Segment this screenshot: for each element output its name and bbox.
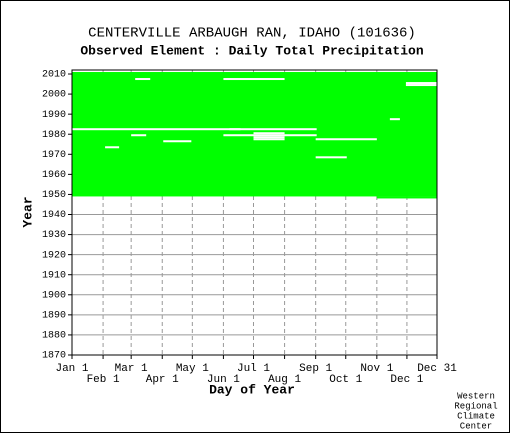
y-tick-label: 1890 [42, 310, 66, 321]
chart-subtitle: Observed Element : Daily Total Precipita… [80, 43, 423, 58]
x-tick-label: Oct 1 [329, 374, 362, 386]
y-axis-label: Year [20, 196, 35, 227]
data-gap [135, 78, 151, 81]
x-tick-label: Aug 1 [268, 374, 301, 386]
x-tick-label: Dec 1 [390, 374, 423, 386]
x-tick-label: Mar 1 [115, 363, 148, 375]
data-gap [131, 134, 147, 137]
data-gap [405, 84, 437, 87]
data-gap [253, 136, 285, 139]
data-gap [163, 140, 192, 143]
data-gap [315, 156, 347, 159]
plot-border [71, 69, 438, 356]
x-axis-label: Day of Year [209, 382, 295, 397]
x-tick-label: Apr 1 [146, 374, 179, 386]
data-gap [105, 146, 120, 149]
chart-title: CENTERVILLE ARBAUGH RAN, IDAHO (101636) [88, 26, 416, 42]
x-tick-label: Sep 1 [299, 363, 332, 375]
data-gap [253, 138, 285, 141]
data-gap [315, 138, 377, 141]
y-tick-label: 1910 [42, 270, 66, 281]
y-tick-label: 1940 [42, 210, 66, 221]
data-gap [72, 128, 317, 131]
y-tick-label: 2010 [42, 70, 66, 81]
x-tick-label: Nov 1 [360, 363, 393, 375]
x-tick-label: Jul 1 [237, 363, 270, 375]
footer-line: Climate [457, 411, 495, 421]
coverage-block [376, 196, 437, 199]
y-tick-label: 1950 [42, 190, 66, 201]
y-tick-label: 1980 [42, 130, 66, 141]
x-tick-label: Jan 1 [55, 363, 88, 375]
y-tick-label: 1960 [42, 170, 66, 181]
y-tick-label: 1990 [42, 110, 66, 121]
footer-line: Center [460, 421, 492, 431]
data-gap [405, 82, 437, 85]
plot: 1870 1880 1890 1900 1910 1920 1930 1940 1950 1960… [42, 69, 498, 431]
x-tick-label: Jun 1 [207, 374, 240, 386]
y-tick-label: 1930 [42, 230, 66, 241]
x-tick-label: May 1 [176, 363, 209, 375]
data-gap [253, 132, 285, 135]
x-tick-label: Feb 1 [87, 374, 120, 386]
footer-line: Western [457, 391, 495, 401]
y-tick-label: 1880 [42, 331, 66, 342]
y-tick-label: 1920 [42, 250, 66, 261]
data-gap [389, 118, 400, 121]
y-tick-label: 2000 [42, 90, 66, 101]
footer-line: Regional [454, 401, 497, 411]
x-tick-label: Dec 31 [417, 363, 457, 375]
y-tick-label: 1870 [42, 351, 66, 362]
data-gap [229, 128, 241, 131]
y-tick-label: 1900 [42, 290, 66, 301]
data-gap [223, 134, 317, 137]
y-tick-label: 1970 [42, 150, 66, 161]
data-gap [223, 78, 285, 81]
